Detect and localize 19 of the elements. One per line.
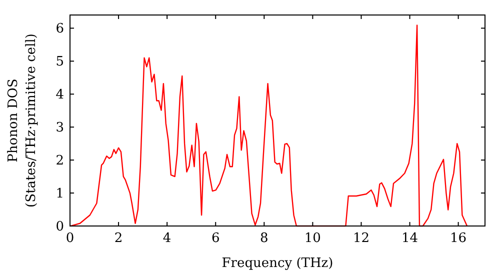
x-tick-label: 8 — [260, 231, 268, 246]
x-tick-label: 0 — [66, 231, 74, 246]
y-tick-label: 5 — [56, 54, 64, 70]
y-axis-title: Phonon DOS (States/THz·primitive cell) — [6, 33, 39, 208]
y-tick-label: 3 — [56, 120, 64, 136]
y-tick-label: 4 — [56, 88, 64, 103]
x-tick-label: 6 — [211, 231, 220, 246]
x-tick-label: 16 — [450, 231, 467, 246]
x-tick-label: 14 — [401, 231, 418, 246]
x-axis-title: Frequency (THz) — [222, 256, 334, 271]
y-tick-label: 0 — [56, 220, 64, 234]
y-tick-label: 2 — [56, 154, 64, 169]
y-tick-label: 6 — [56, 22, 64, 37]
x-tick-label: 12 — [352, 231, 370, 246]
line-series — [69, 24, 468, 227]
x-tick-label: 4 — [162, 231, 172, 246]
y-tick-label: 1 — [56, 186, 64, 202]
x-tick-label: 2 — [114, 231, 123, 246]
x-tick-label: 10 — [304, 231, 321, 246]
